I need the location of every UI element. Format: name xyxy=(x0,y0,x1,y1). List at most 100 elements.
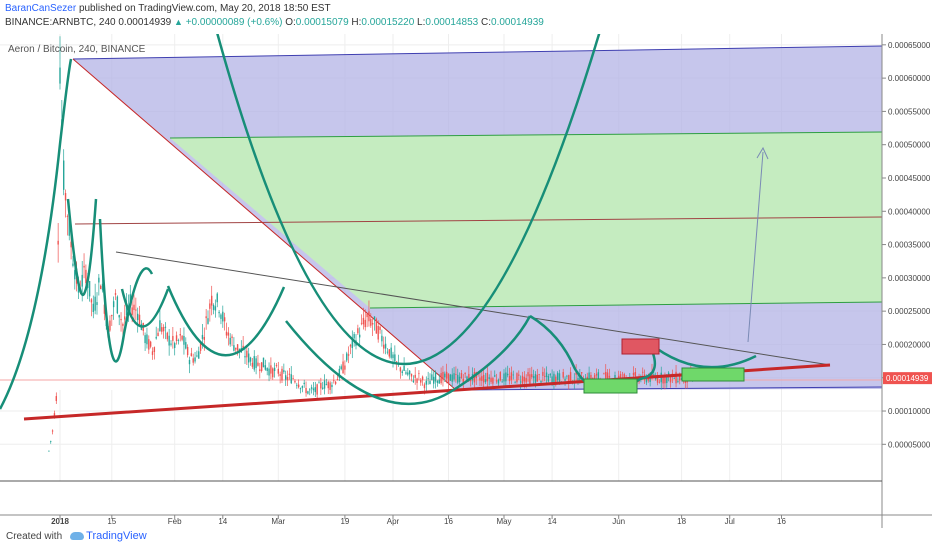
author-link[interactable]: BaranCanSezer xyxy=(5,3,77,14)
candle-body xyxy=(556,372,559,380)
candle-body xyxy=(623,374,625,380)
candle-body xyxy=(429,380,431,385)
candle-body xyxy=(314,387,316,393)
x-tick-label: Mar xyxy=(271,517,285,526)
candle-body xyxy=(351,337,353,349)
footer: Created with TradingView xyxy=(6,530,147,542)
chart-title: Aeron / Bitcoin, 240, BINANCE xyxy=(8,44,146,55)
candle-body xyxy=(159,320,161,332)
candle-body xyxy=(510,372,513,380)
candle-body xyxy=(194,357,196,362)
candle-body xyxy=(536,374,538,382)
candle-body xyxy=(310,387,313,389)
candle-body xyxy=(59,67,61,84)
x-tick-label: 14 xyxy=(548,517,557,526)
price-change: +0.00000089 (+0.6%) xyxy=(185,17,283,28)
candle-body xyxy=(166,332,168,340)
descending-trendline xyxy=(115,251,831,366)
candle-body xyxy=(207,318,209,324)
candle-body xyxy=(133,304,135,311)
candle-body xyxy=(388,349,390,357)
arc-projection-cup xyxy=(647,341,757,369)
candle-body xyxy=(360,322,363,324)
candle-body xyxy=(309,389,311,391)
candle-body xyxy=(72,263,74,266)
candle-body xyxy=(66,216,69,217)
candle-body xyxy=(125,305,128,316)
candle-body xyxy=(568,375,570,383)
candle-body xyxy=(470,380,472,382)
candle-body xyxy=(677,381,679,382)
candle-body xyxy=(664,376,666,384)
high-value: 0.00015220 xyxy=(361,17,415,28)
candle-body xyxy=(512,374,514,376)
candle-body xyxy=(669,376,672,383)
candle-body xyxy=(161,327,163,332)
candle-body xyxy=(434,372,437,382)
candle-body xyxy=(655,377,657,380)
candle-body xyxy=(386,351,389,353)
close-label: C: xyxy=(481,17,492,28)
candle-body xyxy=(253,356,255,370)
x-tick-label: 16 xyxy=(777,517,786,526)
candle-body xyxy=(656,377,659,383)
candle-body xyxy=(614,375,616,379)
sell-zone-box xyxy=(621,338,660,355)
candle-body xyxy=(433,376,435,384)
candle-body xyxy=(81,274,83,287)
candle-body xyxy=(569,372,572,382)
candle-body xyxy=(334,381,337,384)
chart-header: BaranCanSezer published on TradingView.c… xyxy=(0,0,932,30)
candle-body xyxy=(679,376,681,381)
candle-body xyxy=(540,381,542,383)
open-value: 0.00015079 xyxy=(295,17,349,28)
candle-body xyxy=(120,318,122,321)
candle-body xyxy=(222,311,224,322)
candle-body xyxy=(490,377,492,383)
y-tick-label: 0.00025000 xyxy=(888,307,931,316)
candle-body xyxy=(292,378,294,379)
candle-body xyxy=(329,382,331,390)
candle-body xyxy=(277,368,279,374)
candle-body xyxy=(514,382,516,384)
candle-body xyxy=(529,374,531,384)
candle-body xyxy=(286,376,289,381)
candle-body xyxy=(384,343,387,349)
candle-body xyxy=(503,373,505,382)
candle-body xyxy=(190,353,193,357)
candle-body xyxy=(423,384,426,389)
candle-body xyxy=(55,396,57,401)
candle-body xyxy=(257,362,259,366)
price-axis[interactable]: 0.00065000 0.00060000 0.00055000 0.00050000… xyxy=(882,41,932,449)
candle-body xyxy=(590,374,592,381)
tradingview-brand-link[interactable]: TradingView xyxy=(86,530,147,542)
candle-body xyxy=(63,160,65,190)
candle-body xyxy=(175,335,178,342)
candle-body xyxy=(211,295,213,306)
candle-body xyxy=(396,361,398,363)
candle-body xyxy=(381,335,383,342)
up-triangle-icon: ▲ xyxy=(174,17,183,27)
candle-body xyxy=(634,371,637,377)
candle-body xyxy=(272,368,274,378)
candle-body xyxy=(198,351,200,359)
candle-body xyxy=(74,270,76,280)
arc-big-parabola xyxy=(216,34,601,366)
candle-body xyxy=(96,302,98,305)
candle-body xyxy=(440,373,442,384)
candle-body xyxy=(235,347,237,350)
candle-body xyxy=(116,296,119,314)
candle-body xyxy=(531,374,533,378)
time-axis[interactable]: 2018 15 Feb 14 Mar 19 Apr 16 May 14 Jun 18 Jul 16 xyxy=(51,515,786,526)
candle-body xyxy=(673,378,675,380)
candle-body xyxy=(164,326,167,328)
candle-body xyxy=(155,336,157,339)
last-price: 0.00014939 xyxy=(118,17,172,28)
candle-body xyxy=(209,303,211,309)
candle-body xyxy=(597,372,600,380)
price-chart[interactable]: Aeron / Bitcoin, 240, BINANCE 0.00065000… xyxy=(0,34,932,528)
candle-body xyxy=(48,450,50,452)
candle-body xyxy=(305,387,307,394)
target-arrow-head-icon xyxy=(756,146,769,160)
candle-body xyxy=(312,388,315,391)
